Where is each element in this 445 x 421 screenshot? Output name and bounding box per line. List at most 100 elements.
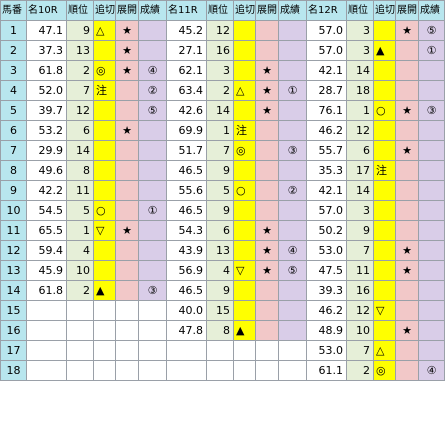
seiseki-cell — [138, 140, 167, 161]
rank-cell: 8 — [206, 320, 234, 341]
tenkai-cell — [255, 160, 279, 181]
oikiri-cell: ▽ — [373, 300, 396, 321]
oikiri-cell — [373, 280, 396, 301]
horse-number-cell: 17 — [0, 340, 27, 361]
score-cell: 46.2 — [306, 120, 347, 141]
score-cell: 53.0 — [306, 240, 347, 261]
score-cell: 43.9 — [166, 240, 207, 261]
rank-cell: 6 — [206, 220, 234, 241]
empty-cell — [66, 340, 94, 361]
seiseki-cell: ④ — [138, 60, 167, 81]
oikiri-cell — [233, 60, 256, 81]
score-cell: 55.6 — [166, 180, 207, 201]
column-header: 展開 — [395, 0, 419, 21]
rank-cell: 18 — [346, 80, 374, 101]
oikiri-cell — [93, 140, 116, 161]
seiseki-cell: ⑤ — [138, 100, 167, 121]
column-header: 成績 — [418, 0, 445, 21]
empty-cell — [93, 320, 116, 341]
score-cell: 53.2 — [26, 120, 67, 141]
seiseki-cell — [278, 20, 307, 41]
horse-number-cell: 5 — [0, 100, 27, 121]
oikiri-cell: ▽ — [93, 220, 116, 241]
column-header: 名12R — [306, 0, 347, 21]
rank-cell: 11 — [346, 260, 374, 281]
table-row: 13 45.9 10 56.9 4 ▽ ★ ⑤ 47.5 11 ★ — [0, 260, 445, 281]
oikiri-cell — [93, 160, 116, 181]
score-cell: 52.0 — [26, 80, 67, 101]
tenkai-cell — [255, 300, 279, 321]
empty-cell — [255, 340, 279, 361]
score-cell: 47.1 — [26, 20, 67, 41]
score-cell: 69.9 — [166, 120, 207, 141]
tenkai-cell: ★ — [395, 240, 419, 261]
table-row: 2 37.3 13 ★ 27.1 16 57.0 3 ▲ ① — [0, 40, 445, 61]
empty-cell — [93, 340, 116, 361]
seiseki-cell — [138, 40, 167, 61]
rank-cell: 13 — [66, 40, 94, 61]
horse-number-cell: 1 — [0, 20, 27, 41]
seiseki-cell: ② — [138, 80, 167, 101]
seiseki-cell — [418, 180, 445, 201]
oikiri-cell — [93, 120, 116, 141]
empty-cell — [278, 340, 307, 361]
oikiri-cell — [373, 120, 396, 141]
seiseki-cell — [418, 160, 445, 181]
rank-cell: 14 — [206, 100, 234, 121]
tenkai-cell — [255, 280, 279, 301]
horse-number-cell: 7 — [0, 140, 27, 161]
score-cell: 55.7 — [306, 140, 347, 161]
oikiri-cell: △ — [233, 80, 256, 101]
table-row: 1 47.1 9 △ ★ 45.2 12 57.0 3 ★ ⑤ — [0, 20, 445, 41]
score-cell: 39.7 — [26, 100, 67, 121]
oikiri-cell — [373, 240, 396, 261]
horse-number-cell: 9 — [0, 180, 27, 201]
oikiri-cell — [373, 320, 396, 341]
tenkai-cell: ★ — [115, 120, 139, 141]
column-header: 追切 — [233, 0, 256, 21]
score-cell: 45.2 — [166, 20, 207, 41]
oikiri-cell — [93, 180, 116, 201]
oikiri-cell: ○ — [93, 200, 116, 221]
rank-cell: 14 — [346, 180, 374, 201]
score-cell: 51.7 — [166, 140, 207, 161]
column-header: 馬番 — [0, 0, 27, 21]
oikiri-cell — [93, 240, 116, 261]
rank-cell: 7 — [206, 140, 234, 161]
seiseki-cell — [418, 340, 445, 361]
tenkai-cell — [255, 20, 279, 41]
empty-cell — [278, 360, 307, 381]
oikiri-cell — [373, 220, 396, 241]
empty-cell — [206, 360, 234, 381]
table-row: 17 53.0 7 △ — [0, 340, 445, 361]
rank-cell: 1 — [206, 120, 234, 141]
score-cell: 63.4 — [166, 80, 207, 101]
score-cell: 57.0 — [306, 200, 347, 221]
score-cell: 61.1 — [306, 360, 347, 381]
oikiri-cell: △ — [373, 340, 396, 361]
seiseki-cell: ③ — [138, 280, 167, 301]
seiseki-cell — [418, 60, 445, 81]
table-row: 15 40.0 15 46.2 12 ▽ — [0, 300, 445, 321]
rank-cell: 5 — [206, 180, 234, 201]
oikiri-cell — [93, 100, 116, 121]
rank-cell: 13 — [206, 240, 234, 261]
horse-number-cell: 4 — [0, 80, 27, 101]
seiseki-cell: ② — [278, 180, 307, 201]
empty-cell — [66, 360, 94, 381]
horse-number-cell: 15 — [0, 300, 27, 321]
oikiri-cell: ▲ — [93, 280, 116, 301]
empty-cell — [93, 300, 116, 321]
tenkai-cell — [395, 160, 419, 181]
seiseki-cell — [138, 160, 167, 181]
rank-cell: 12 — [206, 20, 234, 41]
tenkai-cell: ★ — [255, 260, 279, 281]
score-cell: 59.4 — [26, 240, 67, 261]
tenkai-cell — [395, 280, 419, 301]
seiseki-cell — [138, 180, 167, 201]
seiseki-cell — [418, 120, 445, 141]
tenkai-cell — [395, 60, 419, 81]
rank-cell: 8 — [66, 160, 94, 181]
column-header: 順位 — [66, 0, 94, 21]
horse-number-cell: 18 — [0, 360, 27, 381]
